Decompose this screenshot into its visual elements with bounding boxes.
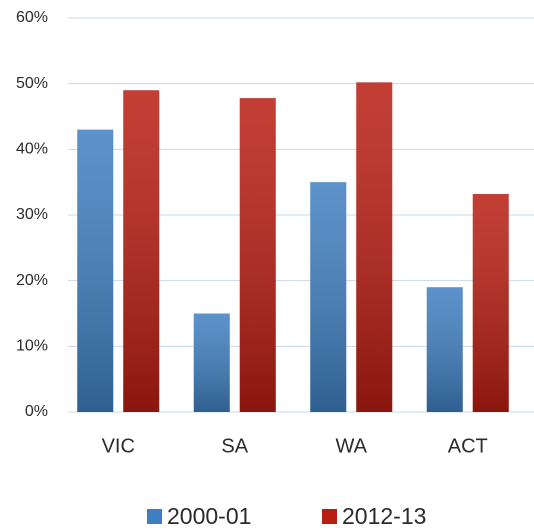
bar	[310, 182, 347, 412]
y-tick-label: 40%	[16, 141, 48, 158]
bar	[356, 82, 393, 412]
y-tick-label: 30%	[16, 206, 48, 223]
y-tick-label: 20%	[16, 272, 48, 289]
legend-label: 2000-01	[167, 503, 251, 529]
x-tick-label: SA	[221, 435, 248, 457]
y-tick-label: 60%	[16, 9, 48, 26]
y-tick-label: 0%	[25, 403, 48, 420]
bar	[472, 193, 509, 412]
legend-label: 2012-13	[342, 503, 426, 529]
y-tick-label: 50%	[16, 75, 48, 92]
y-tick-label: 10%	[16, 338, 48, 355]
legend-swatch	[147, 509, 162, 524]
x-tick-label: WA	[336, 435, 368, 457]
bar	[193, 313, 230, 412]
bar	[77, 129, 114, 412]
x-tick-label: ACT	[448, 435, 488, 457]
x-tick-label: VIC	[102, 435, 135, 457]
bar	[426, 287, 463, 412]
bar	[123, 90, 160, 412]
bar	[239, 98, 276, 412]
legend-swatch	[322, 509, 337, 524]
